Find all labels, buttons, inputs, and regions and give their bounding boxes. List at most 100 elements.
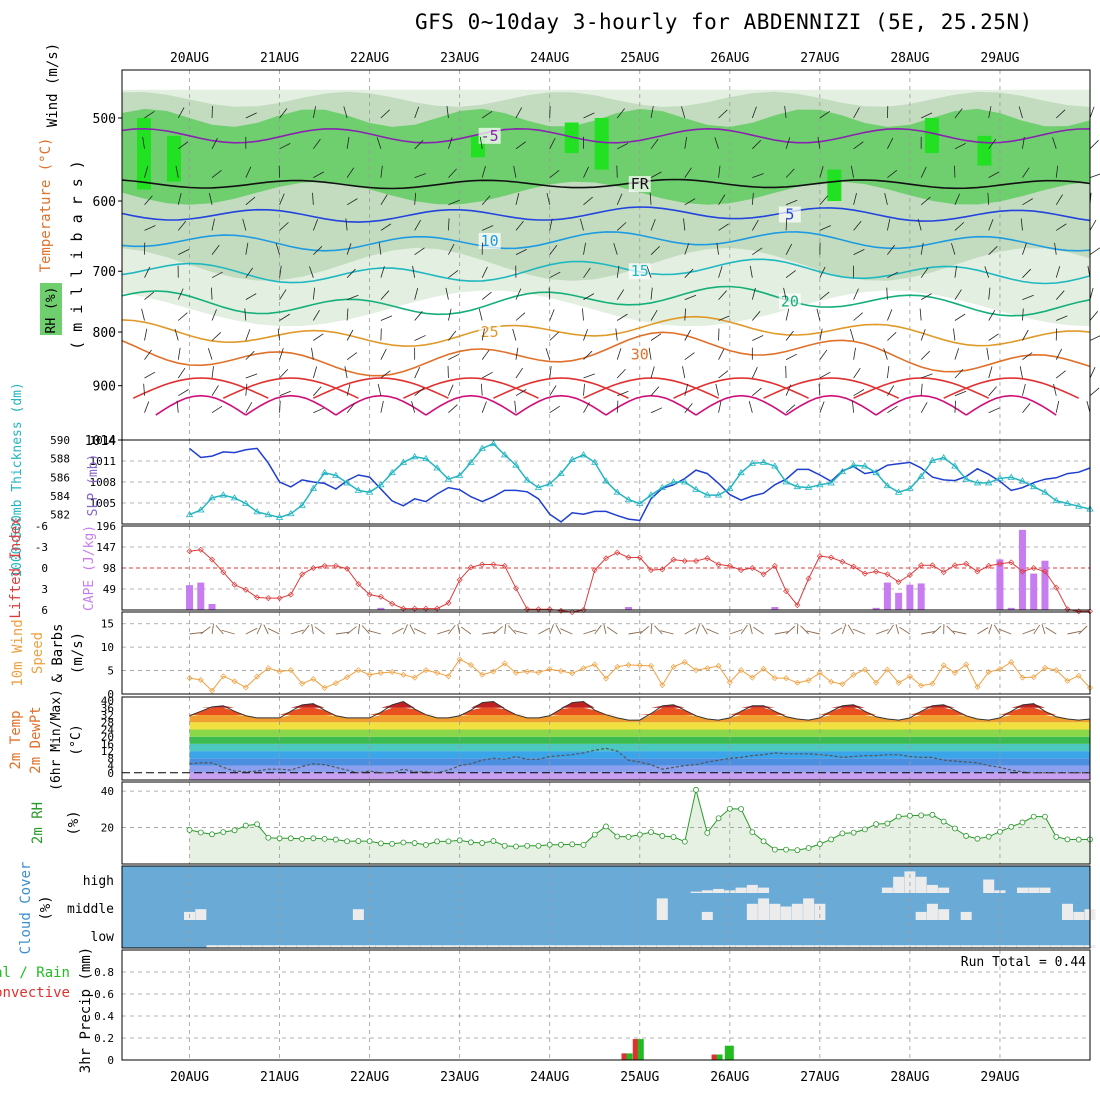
wind10-barb — [257, 624, 261, 634]
li-tick-label: 3 — [41, 583, 48, 596]
rh2m-marker — [468, 840, 473, 845]
wind10-barb — [640, 626, 649, 634]
rh2m-marker — [997, 829, 1002, 834]
run-total-label: Run Total = 0.44 — [961, 955, 1086, 970]
precip-convective-bar — [622, 1053, 627, 1060]
rh2m-marker — [637, 832, 642, 837]
wind10-barb — [414, 629, 426, 634]
cape-tick-label: 98 — [103, 562, 116, 575]
precip-tick-label: 0.6 — [94, 988, 114, 1001]
cape-bar — [1041, 561, 1048, 610]
rh2m-marker — [570, 842, 575, 847]
wind10-barb — [786, 626, 795, 634]
bottom-date-label: 27AUG — [800, 1070, 839, 1085]
isotherm-label: 15 — [631, 262, 649, 280]
top-date-label: 28AUG — [890, 51, 929, 66]
cloud-middle-bar — [781, 907, 792, 921]
rh2m-marker — [221, 830, 226, 835]
precip-tick-label: 0.4 — [94, 1010, 114, 1023]
rh2m-marker — [1042, 814, 1047, 819]
rh2m-marker — [772, 847, 777, 852]
top-date-label: 27AUG — [800, 51, 839, 66]
cloud-middle-bar — [758, 898, 769, 920]
rh2m-marker — [795, 848, 800, 853]
cloud-high-bar — [983, 880, 994, 894]
wind10-barb — [264, 625, 269, 634]
cloud-high-bar — [893, 877, 904, 893]
rh2m-marker — [986, 834, 991, 839]
cloud-middle-bar — [1062, 904, 1073, 920]
precip-tick-label: 0.2 — [94, 1032, 114, 1045]
precip-frame — [122, 950, 1090, 1060]
wind10-barb — [216, 625, 223, 634]
y-tick-label: 500 — [93, 112, 116, 127]
rh2m-marker — [243, 823, 248, 828]
precip-tick-label: 0 — [107, 1054, 114, 1067]
cloud-middle-bar — [657, 898, 668, 920]
rh-ylabel-2: (%) — [66, 810, 82, 835]
isotherm-label: FR — [631, 175, 650, 193]
wind10-barb — [302, 625, 309, 634]
cloud-high-bar — [713, 889, 724, 893]
wind-ylabel-3: & Barbs — [50, 623, 66, 682]
slp-tick-label: 1014 — [90, 434, 117, 447]
li-tick-label: 0 — [41, 562, 48, 575]
rh2m-marker — [784, 847, 789, 852]
thickness-tick-label: 588 — [50, 453, 70, 466]
rh2m-marker — [930, 812, 935, 817]
cape-bar — [895, 593, 902, 610]
bottom-date-label: 21AUG — [260, 1070, 299, 1085]
bottom-date-label: 26AUG — [710, 1070, 749, 1085]
rh2m-marker — [390, 841, 395, 846]
temp-ylabel-1: 2m Temp — [8, 710, 24, 769]
wind10-barb — [604, 624, 606, 634]
wind10-barb — [505, 624, 506, 634]
top-date-label: 26AUG — [710, 51, 749, 66]
wind10-barb — [999, 629, 1011, 634]
wind10-barb — [212, 624, 213, 634]
wind-frame — [122, 612, 1090, 694]
cloud-middle-bar — [702, 912, 713, 920]
cloud-high-bar — [1017, 888, 1028, 893]
cape-bar — [884, 583, 891, 610]
rh2m-marker — [502, 843, 507, 848]
temp-tick-label: 28 — [101, 716, 114, 729]
rh2m-marker — [874, 822, 879, 827]
y-tick-label: 600 — [93, 195, 116, 210]
wind10-barb — [556, 625, 561, 634]
temp-ylabel-2: 2m DewPt — [28, 706, 44, 773]
rh2m-marker — [941, 819, 946, 824]
cape-ylabel: CAPE (J/kg) — [82, 525, 97, 611]
bottom-date-label: 23AUG — [440, 1070, 479, 1085]
rh2m-marker — [558, 842, 563, 847]
wind-barb — [1090, 311, 1098, 320]
rh-tick-label: 20 — [101, 822, 114, 835]
wind10-barb — [347, 627, 356, 634]
rh2m-marker — [896, 814, 901, 819]
temp-tick-label: 20 — [101, 731, 114, 744]
rh2m-marker — [435, 839, 440, 844]
precip-legend-conv: Convective — [0, 985, 70, 1001]
wind10-barb — [842, 624, 845, 634]
rh2m-marker — [615, 834, 620, 839]
temp-legend-label: Temperature (°C) — [38, 138, 54, 273]
y-tick-label: 700 — [93, 265, 116, 280]
cloud-middle-bar — [916, 912, 927, 920]
rh2m-marker — [300, 836, 305, 841]
rh2m-marker — [1009, 824, 1014, 829]
wind-ylabel-4: (m/s) — [70, 632, 86, 674]
wind10-barb — [493, 626, 502, 634]
temp-tick-label: 36 — [101, 702, 114, 715]
rh2m-marker — [491, 839, 496, 844]
rh2m-marker — [817, 841, 822, 846]
wind10-barb — [696, 624, 700, 634]
cloud-middle-bar — [747, 904, 758, 920]
rh2m-marker — [952, 826, 957, 831]
wind10-barb — [900, 627, 910, 634]
wind10-barb — [753, 627, 763, 634]
wind-barb — [1090, 248, 1100, 255]
rh2m-marker — [367, 839, 372, 844]
wind10-barb — [876, 629, 888, 634]
cloud-high-bar — [691, 892, 702, 893]
rh2m-marker — [581, 842, 586, 847]
